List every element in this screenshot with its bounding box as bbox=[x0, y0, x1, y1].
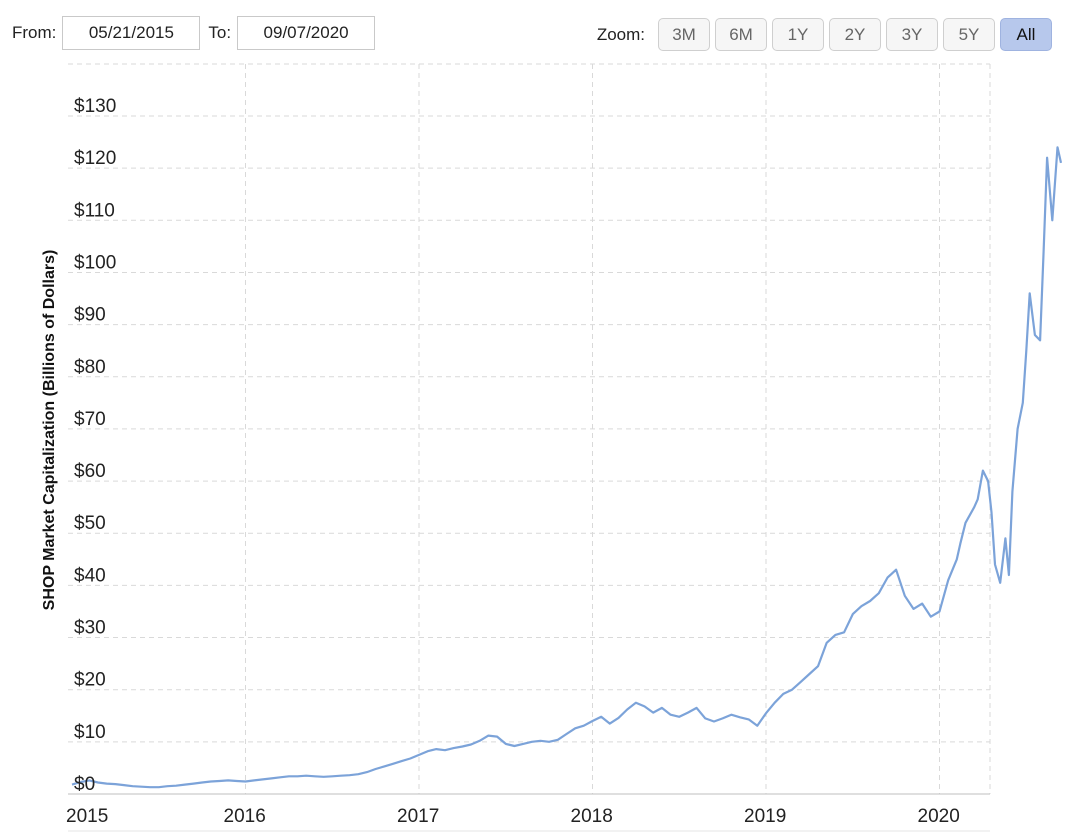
from-label: From: bbox=[12, 23, 57, 42]
to-label: To: bbox=[208, 23, 232, 42]
y-tick-label: $50 bbox=[74, 513, 106, 534]
x-tick-label: 2020 bbox=[918, 806, 960, 827]
y-tick-label: $40 bbox=[74, 565, 106, 586]
from-date-input[interactable] bbox=[62, 16, 201, 50]
zoom-label: Zoom: bbox=[596, 24, 645, 44]
y-tick-label: $60 bbox=[74, 461, 106, 482]
y-tick-label: $90 bbox=[74, 305, 106, 326]
x-tick-label: 2018 bbox=[571, 806, 613, 827]
y-tick-label: $80 bbox=[74, 357, 106, 378]
zoom-all-button[interactable]: All bbox=[1000, 18, 1052, 51]
zoom-2y-button[interactable]: 2Y bbox=[829, 18, 881, 51]
y-tick-label: $20 bbox=[74, 670, 106, 691]
y-tick-label: $10 bbox=[74, 722, 106, 743]
y-tick-label: $120 bbox=[74, 148, 116, 169]
zoom-3y-button[interactable]: 3Y bbox=[886, 18, 938, 51]
y-tick-label: $0 bbox=[74, 774, 95, 795]
grid bbox=[68, 63, 991, 795]
y-tick-label: $70 bbox=[74, 409, 106, 430]
y-tick-label: $130 bbox=[74, 96, 116, 117]
market-cap-series-line bbox=[71, 146, 1063, 789]
x-tick-label: 2017 bbox=[397, 806, 439, 827]
y-tick-label: $110 bbox=[74, 200, 115, 221]
y-tick-label: $30 bbox=[74, 618, 106, 639]
tick-labels: $0 $10 $20 $30 $40 $50 $60 $70 $80 $90 $100 $110 $12… bbox=[66, 96, 960, 827]
zoom-5y-button[interactable]: 5Y bbox=[943, 18, 995, 51]
y-tick-label: $100 bbox=[74, 252, 116, 273]
x-tick-label: 2019 bbox=[744, 806, 786, 827]
date-range-selector: From: To: bbox=[12, 16, 383, 50]
zoom-6m-button[interactable]: 6M bbox=[715, 18, 767, 51]
zoom-1y-button[interactable]: 1Y bbox=[772, 18, 824, 51]
to-date-input[interactable] bbox=[237, 16, 376, 50]
series-layer bbox=[71, 146, 1063, 789]
x-tick-label: 2016 bbox=[224, 806, 266, 827]
axes bbox=[68, 793, 990, 832]
y-axis-title: SHOP Market Capitalization (Billions of … bbox=[41, 250, 58, 611]
x-tick-label: 2015 bbox=[66, 806, 108, 827]
zoom-selector: Zoom: 3M 6M 1Y 2Y 3Y 5Y All bbox=[597, 18, 1052, 51]
zoom-3m-button[interactable]: 3M bbox=[658, 18, 710, 51]
